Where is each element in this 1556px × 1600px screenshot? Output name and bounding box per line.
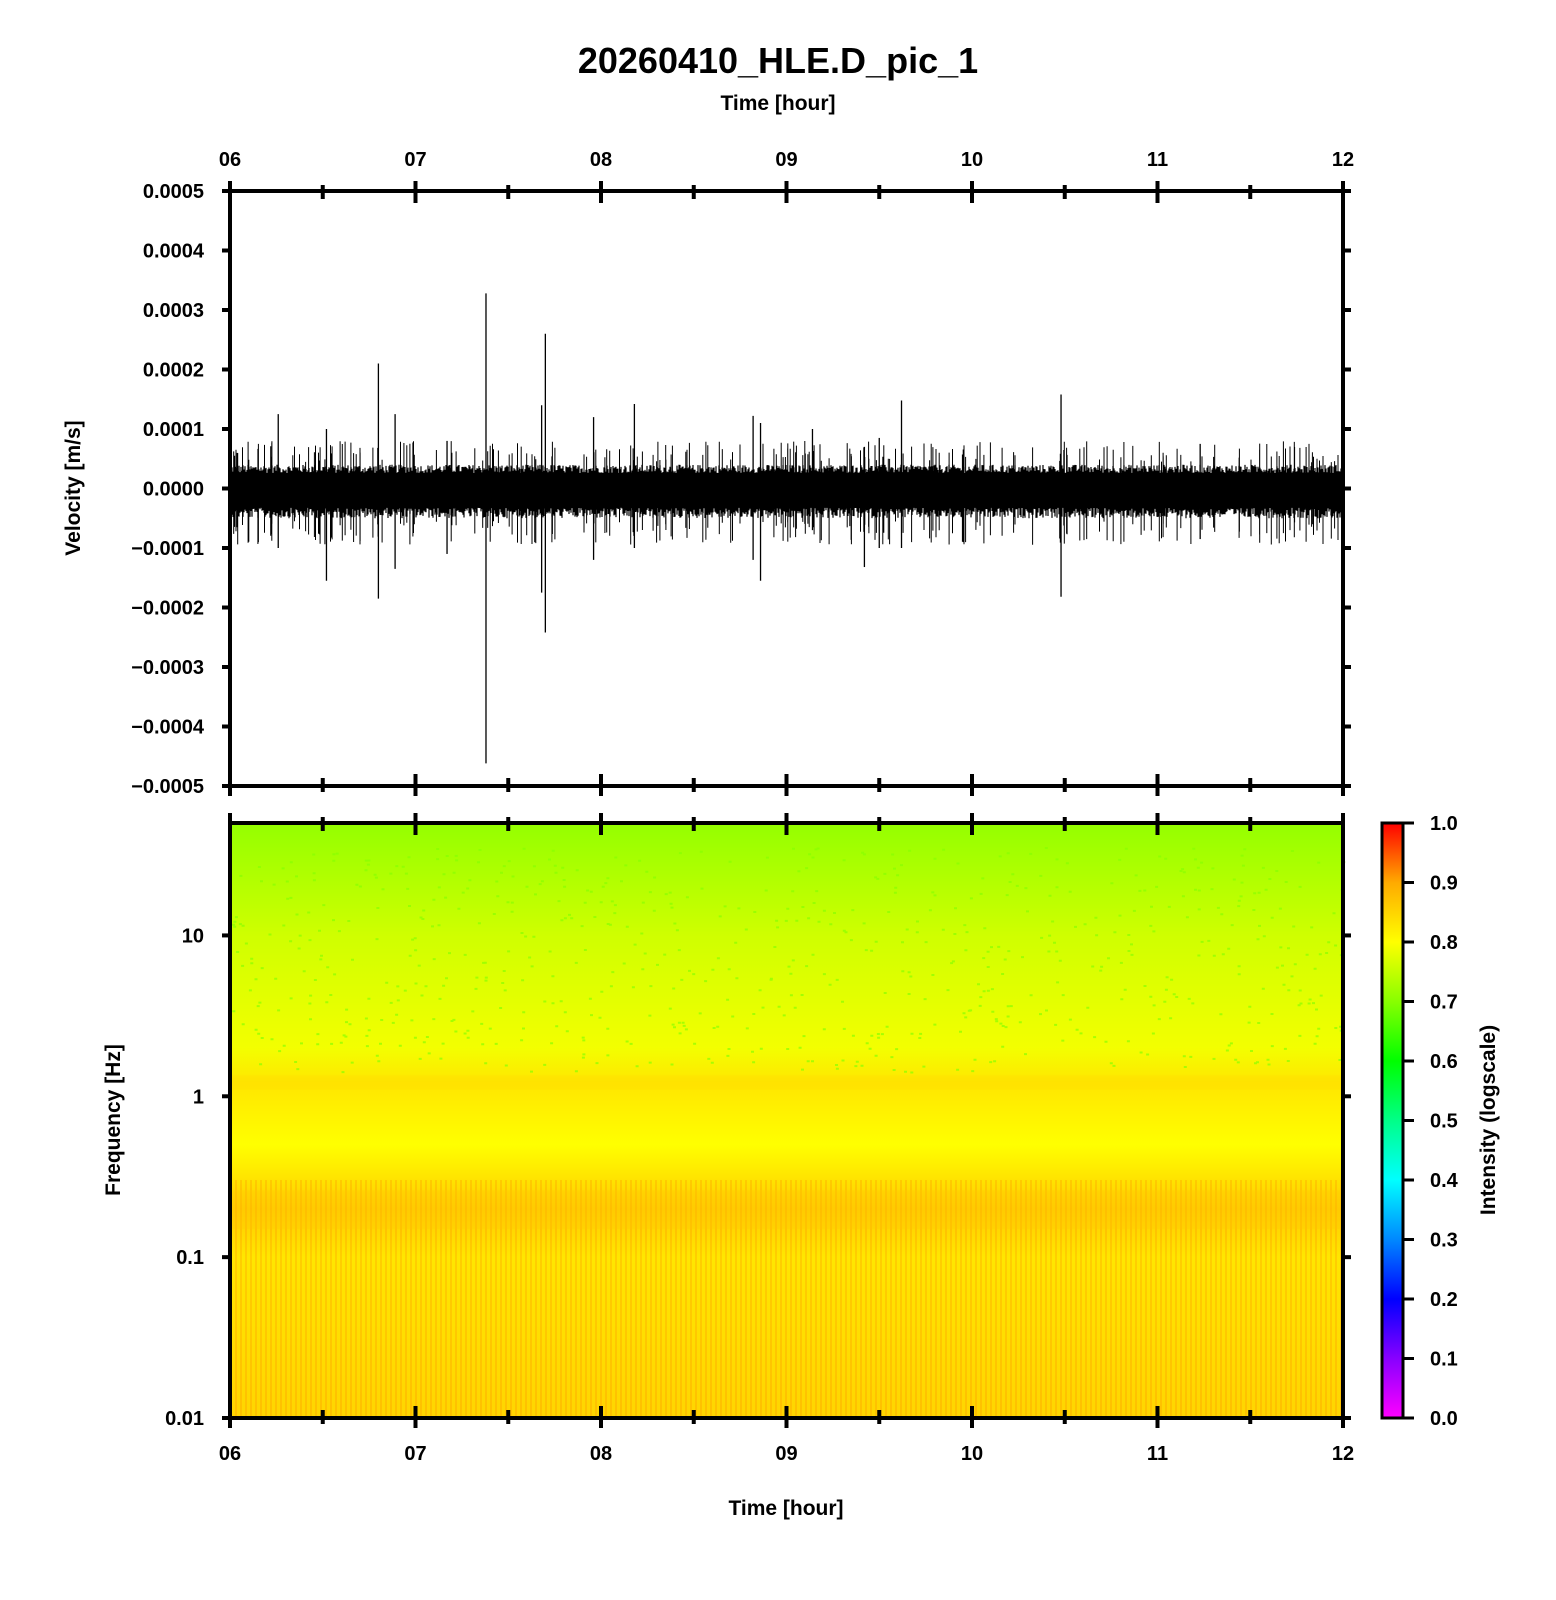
chart-title: 20260410_HLE.D_pic_1 xyxy=(578,40,978,81)
velocity-y-axis-label: Velocity [m/s] xyxy=(62,420,85,555)
velocity-x-tick-label-top: 06 xyxy=(219,149,241,171)
velocity-y-tick-label: 0.0001 xyxy=(143,419,204,441)
colorbar: 1.0 0.9 0.8 0.7 0.6 0.5 0.4 0.3 0.2 0.1 0.0 Intens… xyxy=(1380,813,1500,1430)
spectrogram-stripes xyxy=(230,1180,1343,1418)
velocity-x-tick-label-top: 10 xyxy=(961,149,983,171)
waveform-noise-trace xyxy=(229,464,1344,519)
velocity-y-tick-label: 0.0005 xyxy=(143,181,204,203)
spectrogram-panel: 10 1 0.1 0.01 06 07 08 09 10 11 12 Frequency [Hz]… xyxy=(102,813,1354,1520)
colorbar-tick-label: 0.9 xyxy=(1430,873,1458,895)
top-x-axis-label: Time [hour] xyxy=(720,92,835,115)
velocity-x-tick-label-top: 11 xyxy=(1147,149,1168,171)
velocity-x-tick-label-top: 12 xyxy=(1332,149,1354,171)
velocity-x-tick-label-top: 08 xyxy=(590,149,612,171)
spectrogram-x-tick-label: 10 xyxy=(961,1443,983,1465)
colorbar-tick-label: 0.0 xyxy=(1430,1408,1458,1430)
velocity-y-tick-label: −0.0003 xyxy=(131,657,204,679)
spectrogram-band xyxy=(230,1075,1343,1090)
frequency-y-axis-label: Frequency [Hz] xyxy=(102,1044,125,1196)
velocity-x-ticks: 06 07 08 09 10 11 12 xyxy=(219,149,1354,796)
colorbar-tick-label: 0.4 xyxy=(1430,1170,1459,1192)
frequency-y-tick-label: 1 xyxy=(193,1086,204,1108)
spectrogram-x-tick-label: 12 xyxy=(1332,1443,1354,1465)
velocity-panel: 0.0005 0.0004 0.0003 0.0002 0.0001 0.0000 −0.0… xyxy=(62,149,1354,798)
frequency-y-tick-label: 0.1 xyxy=(176,1247,204,1269)
colorbar-tick-label: 0.7 xyxy=(1430,992,1458,1014)
velocity-y-tick-label: −0.0002 xyxy=(131,598,204,620)
bottom-x-axis-label: Time [hour] xyxy=(728,1497,843,1520)
colorbar-tick-label: 1.0 xyxy=(1430,813,1458,835)
spectrogram-x-tick-label: 09 xyxy=(775,1443,797,1465)
spectrogram-x-tick-label: 06 xyxy=(219,1443,241,1465)
velocity-y-tick-label: −0.0005 xyxy=(131,776,204,798)
spectrogram-x-tick-label: 11 xyxy=(1147,1443,1168,1465)
spectrogram-band xyxy=(230,1190,1343,1229)
frequency-y-tick-label: 0.01 xyxy=(165,1408,204,1430)
colorbar-ticks: 1.0 0.9 0.8 0.7 0.6 0.5 0.4 0.3 0.2 0.1 0.0 xyxy=(1403,813,1459,1430)
spectrogram-x-tick-label: 07 xyxy=(404,1443,426,1465)
waveform-minor-spikes xyxy=(233,441,1344,545)
velocity-y-tick-label: −0.0001 xyxy=(131,538,204,560)
velocity-y-tick-label: 0.0002 xyxy=(143,360,204,382)
colorbar-label: Intensity (logscale) xyxy=(1477,1025,1500,1215)
colorbar-tick-label: 0.3 xyxy=(1430,1230,1458,1252)
velocity-y-tick-label: 0.0000 xyxy=(143,479,204,501)
colorbar-tick-label: 0.6 xyxy=(1430,1051,1458,1073)
velocity-y-tick-label: 0.0004 xyxy=(143,241,205,263)
velocity-y-tick-label: −0.0004 xyxy=(131,717,205,739)
velocity-x-tick-label-top: 09 xyxy=(775,149,797,171)
colorbar-tick-label: 0.2 xyxy=(1430,1289,1458,1311)
velocity-waveform xyxy=(229,293,1344,764)
colorbar-ramp xyxy=(1380,821,1405,1420)
spectrogram-x-tick-label: 08 xyxy=(590,1443,612,1465)
colorbar-tick-label: 0.5 xyxy=(1430,1111,1458,1133)
frequency-y-ticks: 10 1 0.1 0.01 xyxy=(165,925,1351,1430)
colorbar-tick-label: 0.8 xyxy=(1430,932,1458,954)
velocity-y-tick-label: 0.0003 xyxy=(143,300,204,322)
frequency-y-tick-label: 10 xyxy=(182,925,204,947)
spectrogram-speckle xyxy=(232,847,1346,1074)
velocity-y-ticks: 0.0005 0.0004 0.0003 0.0002 0.0001 0.0000 −0.0… xyxy=(131,181,1351,798)
spectrogram-x-ticks: 06 07 08 09 10 11 12 xyxy=(219,813,1354,1465)
spectrogram-bands xyxy=(230,847,1346,1229)
colorbar-tick-label: 0.1 xyxy=(1430,1349,1458,1371)
velocity-x-tick-label-top: 07 xyxy=(404,149,426,171)
